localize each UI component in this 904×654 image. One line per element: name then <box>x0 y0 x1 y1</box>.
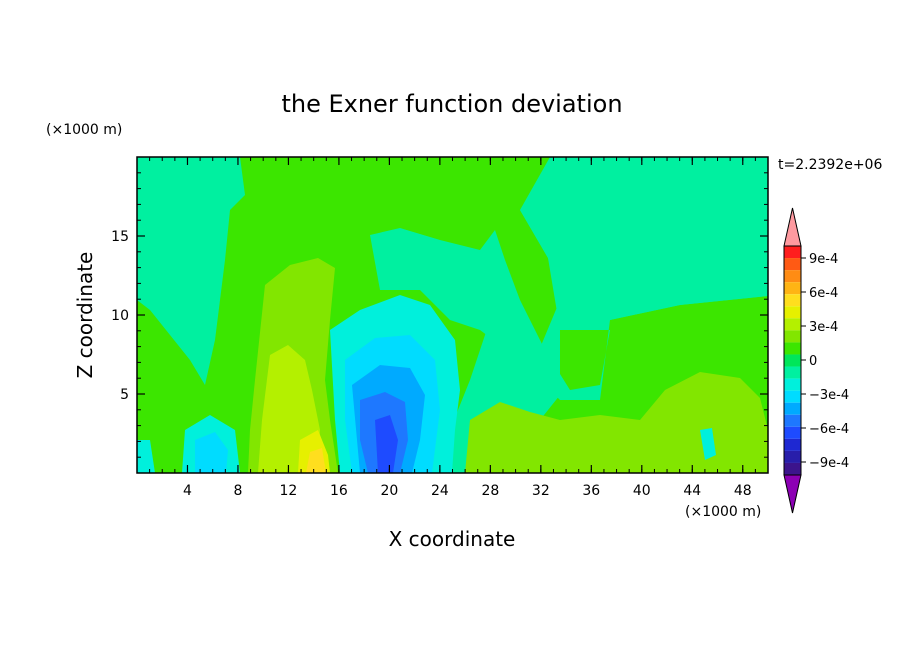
x-unit-label: (×1000 m) <box>685 504 761 520</box>
colorbar-label: −6e-4 <box>809 422 849 437</box>
colorbar-swatch <box>784 306 801 319</box>
colorbar-swatch <box>784 246 801 259</box>
colorbar-label: −9e-4 <box>809 456 849 471</box>
colorbar-swatch <box>784 450 801 463</box>
colorbar-swatch <box>784 354 801 367</box>
colorbar-label: 6e-4 <box>809 286 838 301</box>
colorbar-swatch <box>784 318 801 331</box>
y-unit-label: (×1000 m) <box>46 122 122 138</box>
y-axis: 5 10 15 <box>111 172 768 458</box>
colorbar-label: 3e-4 <box>809 320 838 335</box>
colorbar-swatch <box>784 366 801 379</box>
x-axis-label: X coordinate <box>389 527 516 551</box>
x-tick-label: 28 <box>481 483 499 499</box>
y-tick-label: 15 <box>111 229 129 245</box>
x-axis: 4 8 12 16 20 24 28 32 36 40 44 48 <box>149 157 756 499</box>
x-tick-label: 4 <box>183 483 192 499</box>
x-tick-label: 8 <box>233 483 242 499</box>
contour-neg-blob-3 <box>137 440 155 473</box>
chart-title: the Exner function deviation <box>281 90 622 118</box>
colorbar-label: 9e-4 <box>809 252 838 267</box>
colorbar-swatch <box>784 294 801 307</box>
x-tick-label: 36 <box>582 483 600 499</box>
contour-field <box>137 157 768 473</box>
colorbar-label: 0 <box>809 354 817 369</box>
y-tick-label: 10 <box>111 308 129 324</box>
contour-yellowgreen-right <box>465 372 768 473</box>
time-label: t=2.2392e+06 <box>778 157 882 173</box>
colorbar-swatch <box>784 402 801 415</box>
contour-yellow-3 <box>306 448 326 473</box>
x-tick-label: 16 <box>330 483 348 499</box>
colorbar-swatch <box>784 378 801 391</box>
contour-neg-5 <box>375 415 398 473</box>
colorbar-swatch <box>784 342 801 355</box>
colorbar: 9e-4 6e-4 3e-4 0 −3e-4 −6e-4 −9e-4 <box>783 207 849 514</box>
colorbar-swatch <box>784 390 801 403</box>
x-tick-label: 40 <box>633 483 651 499</box>
contour-level-teal-mid <box>370 157 768 400</box>
colorbar-swatch <box>784 414 801 427</box>
colorbar-cap-bottom <box>783 474 802 514</box>
colorbar-swatch <box>784 258 801 271</box>
colorbar-label: −3e-4 <box>809 388 849 403</box>
colorbar-swatch <box>784 426 801 439</box>
colorbar-swatch <box>784 438 801 451</box>
colorbar-swatch <box>784 330 801 343</box>
colorbar-cap-top <box>783 207 802 247</box>
y-axis-label: Z coordinate <box>73 252 97 379</box>
x-tick-label: 24 <box>431 483 449 499</box>
x-tick-label: 48 <box>734 483 752 499</box>
x-tick-label: 12 <box>280 483 298 499</box>
colorbar-swatch <box>784 270 801 283</box>
x-tick-label: 44 <box>683 483 701 499</box>
colorbar-swatch <box>784 282 801 295</box>
colorbar-swatch <box>784 462 801 475</box>
contour-neg-blob-4 <box>700 428 716 460</box>
x-tick-label: 20 <box>380 483 398 499</box>
y-tick-label: 5 <box>120 387 129 403</box>
contour-neg-blob-2 <box>195 432 228 473</box>
x-tick-label: 32 <box>532 483 550 499</box>
